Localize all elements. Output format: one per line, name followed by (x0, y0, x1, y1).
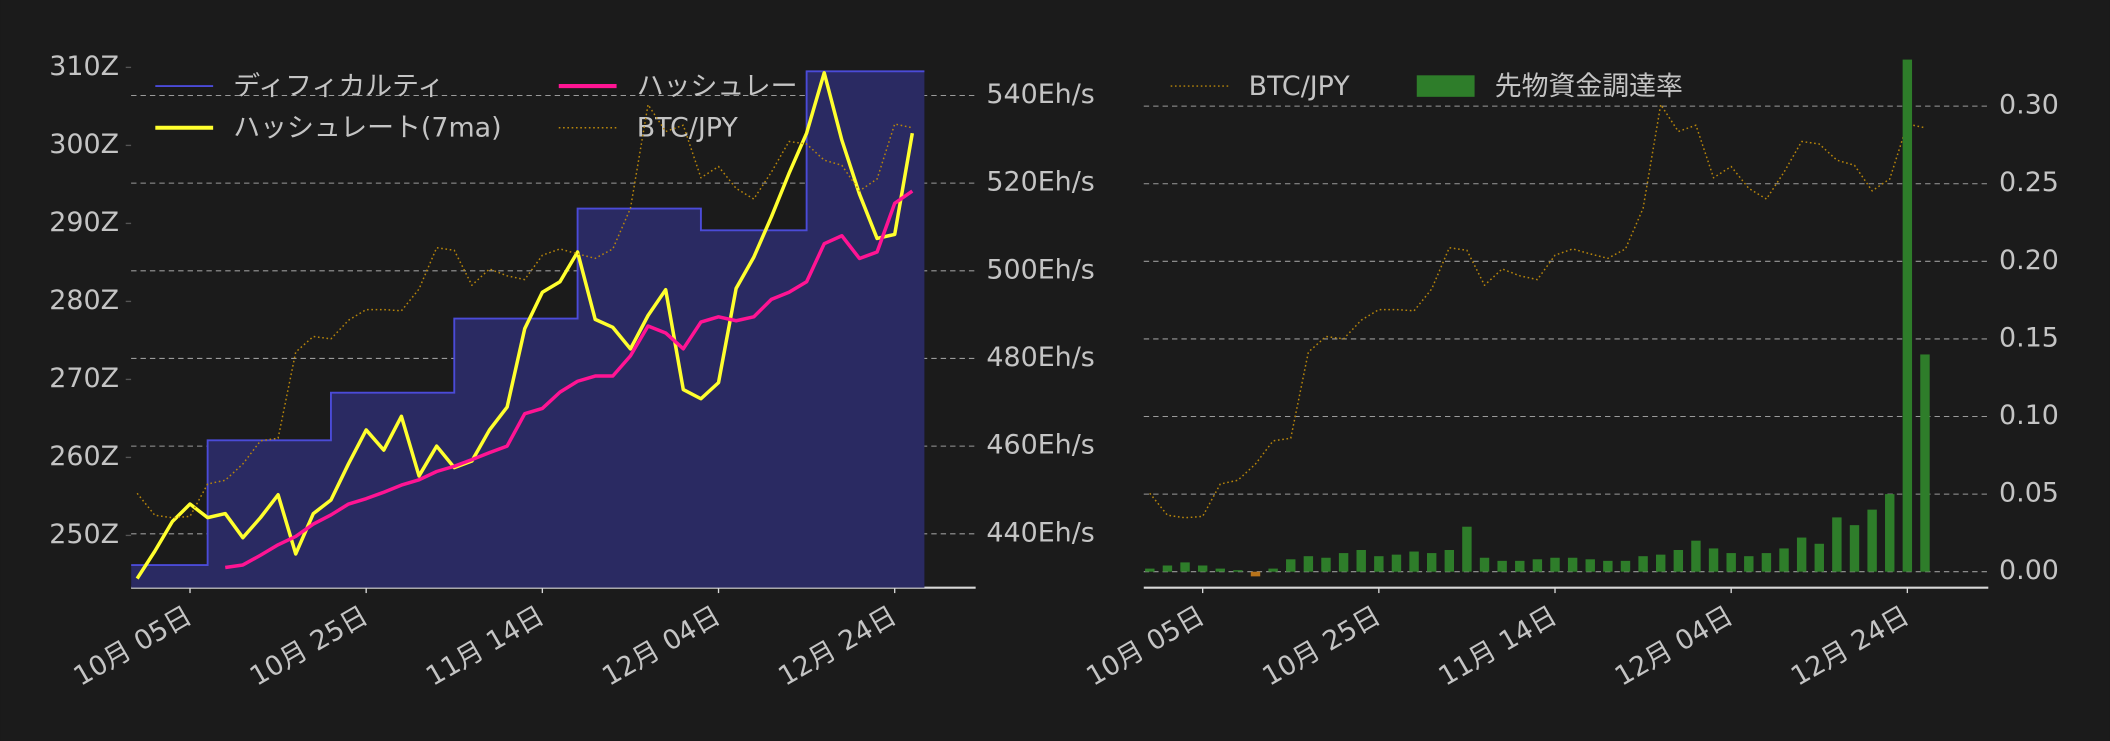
y2-tick-label: 0.05 (1999, 478, 2059, 509)
bar (1708, 548, 1719, 572)
difficulty-line (131, 70, 925, 567)
y-tick-label: 290Z (49, 207, 119, 238)
bar (1638, 556, 1648, 572)
bar (1726, 553, 1736, 572)
y2-tick-label: 0.20 (1999, 245, 2059, 276)
bar (1356, 549, 1366, 572)
y2-tick-label: 0.15 (1999, 322, 2059, 353)
y2-tick-label: 480Eh/s (986, 342, 1094, 373)
bar (1462, 526, 1472, 572)
bar (1497, 560, 1507, 572)
bar (1603, 560, 1613, 572)
y-tick-label: 250Z (49, 519, 119, 550)
bar (1197, 565, 1208, 572)
y2-tick-label: 500Eh/s (986, 254, 1094, 285)
bar (1585, 559, 1595, 572)
y-tick-label: 280Z (49, 285, 119, 316)
bar (1515, 560, 1525, 572)
bar (1920, 354, 1930, 572)
y-tick-label: 270Z (49, 363, 119, 394)
bar (1391, 554, 1402, 572)
bar (1550, 557, 1560, 572)
plot-area (131, 70, 925, 588)
legend-swatch (1416, 75, 1475, 97)
bar (1444, 549, 1455, 572)
series-line (1149, 103, 1926, 519)
bar (1268, 568, 1278, 572)
legend-label: ハッシュレート(7ma) (233, 113, 501, 144)
difficulty-area (131, 71, 925, 588)
y2-tick-label: 0.10 (1999, 400, 2059, 431)
bar (1673, 549, 1684, 572)
bar (1867, 509, 1877, 572)
y2-tick-label: 460Eh/s (986, 430, 1094, 461)
series-line (224, 189, 914, 570)
y2-tick-label: 0.25 (1999, 167, 2059, 198)
bar (1691, 540, 1701, 572)
series-line (135, 71, 915, 580)
bar (1744, 556, 1754, 572)
legend-label: 先物資金調達率 (1495, 71, 1683, 102)
y-tick-label: 300Z (49, 129, 119, 160)
bar (1885, 494, 1895, 572)
plot-area (1145, 59, 1930, 577)
bar (1656, 554, 1666, 572)
legend-label: BTC/JPY (637, 113, 739, 144)
bar (1145, 568, 1155, 572)
bar (1215, 568, 1225, 572)
bar (1374, 556, 1384, 572)
legend-label: BTC/JPY (1249, 71, 1351, 102)
bar (1321, 557, 1331, 572)
bar (1849, 525, 1860, 572)
bar (1902, 59, 1913, 572)
bar (1567, 557, 1578, 572)
bar (1832, 517, 1842, 572)
legend-label: ディフィカルティ (233, 71, 444, 102)
bar (1303, 556, 1314, 572)
y2-tick-label: 0.00 (1999, 555, 2059, 586)
bar (1426, 553, 1437, 572)
bar (1286, 559, 1296, 572)
bar (1620, 560, 1631, 572)
bar (1814, 543, 1824, 572)
y2-tick-label: 540Eh/s (986, 79, 1094, 110)
bar (1233, 570, 1243, 572)
bar (1250, 571, 1261, 577)
bar (1532, 559, 1543, 572)
y2-tick-label: 520Eh/s (986, 167, 1094, 198)
series-line (136, 103, 913, 519)
bar (1479, 557, 1490, 572)
bar (1162, 565, 1173, 572)
bar (1779, 548, 1789, 572)
y2-tick-label: 0.30 (1999, 90, 2059, 121)
y-tick-label: 260Z (49, 441, 119, 472)
bar (1338, 553, 1349, 572)
y-tick-label: 310Z (49, 51, 119, 82)
bar (1796, 537, 1807, 572)
bar (1180, 562, 1190, 572)
y2-tick-label: 440Eh/s (986, 517, 1094, 548)
bar (1409, 551, 1419, 572)
bar (1761, 553, 1772, 572)
